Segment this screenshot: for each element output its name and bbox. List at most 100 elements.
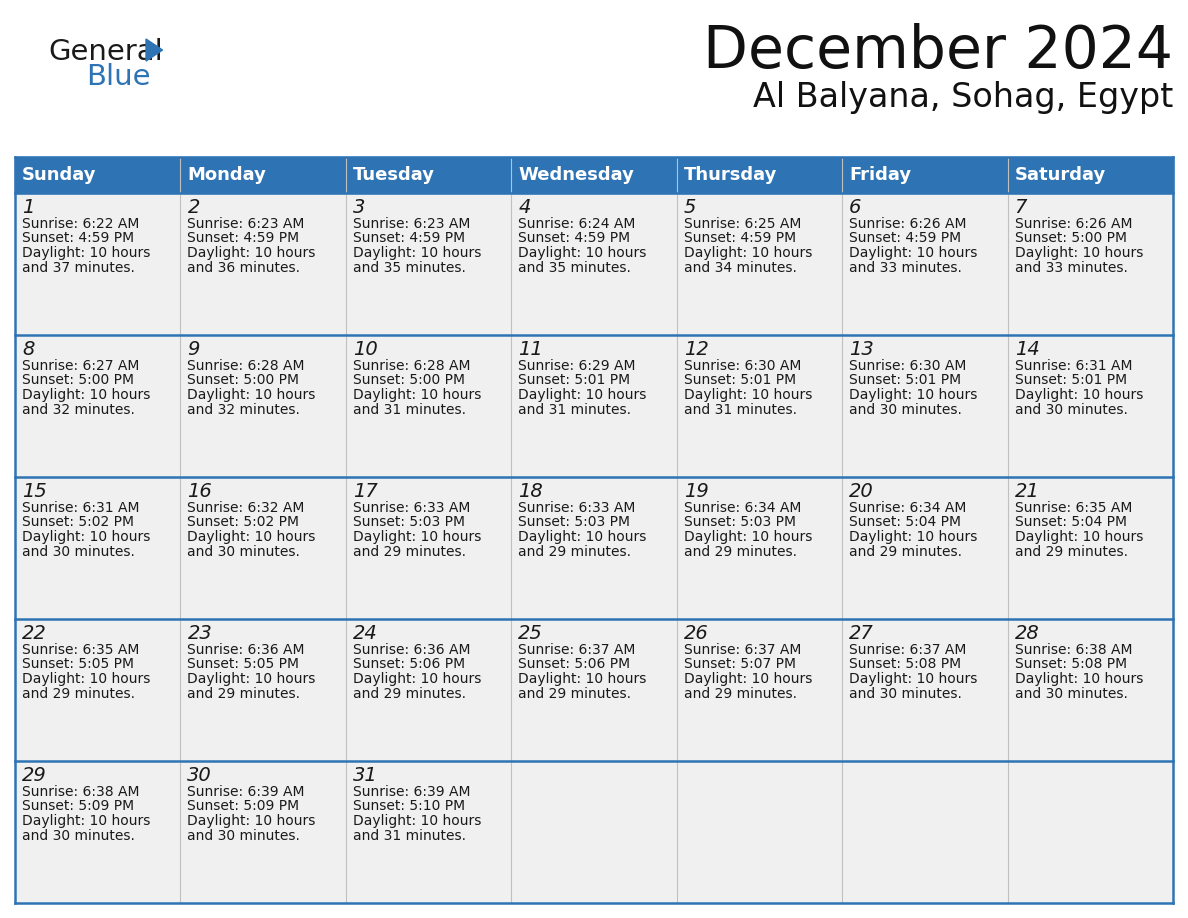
Text: Sunrise: 6:36 AM: Sunrise: 6:36 AM — [353, 643, 470, 657]
Text: Daylight: 10 hours: Daylight: 10 hours — [353, 814, 481, 828]
Text: 31: 31 — [353, 766, 378, 785]
Bar — [1007, 477, 1173, 619]
Text: Sunrise: 6:38 AM: Sunrise: 6:38 AM — [23, 785, 139, 799]
Text: Daylight: 10 hours: Daylight: 10 hours — [849, 672, 978, 686]
Text: Daylight: 10 hours: Daylight: 10 hours — [23, 246, 151, 260]
Text: Sunset: 5:01 PM: Sunset: 5:01 PM — [684, 374, 796, 387]
Text: Sunrise: 6:32 AM: Sunrise: 6:32 AM — [188, 501, 305, 515]
Bar — [15, 335, 181, 477]
Text: Blue: Blue — [86, 63, 151, 91]
Text: Daylight: 10 hours: Daylight: 10 hours — [353, 388, 481, 402]
Text: Daylight: 10 hours: Daylight: 10 hours — [23, 672, 151, 686]
Text: Daylight: 10 hours: Daylight: 10 hours — [23, 388, 151, 402]
Text: Sunrise: 6:28 AM: Sunrise: 6:28 AM — [353, 359, 470, 373]
Bar — [15, 477, 181, 619]
Text: and 29 minutes.: and 29 minutes. — [353, 687, 466, 700]
Text: Sunrise: 6:28 AM: Sunrise: 6:28 AM — [188, 359, 305, 373]
Text: and 30 minutes.: and 30 minutes. — [23, 544, 135, 558]
Text: General: General — [48, 38, 163, 66]
Bar — [181, 761, 346, 903]
Text: Sunrise: 6:34 AM: Sunrise: 6:34 AM — [849, 501, 967, 515]
Text: Sunrise: 6:24 AM: Sunrise: 6:24 AM — [518, 217, 636, 231]
Text: Sunset: 5:08 PM: Sunset: 5:08 PM — [1015, 657, 1126, 671]
Text: Sunset: 5:05 PM: Sunset: 5:05 PM — [23, 657, 134, 671]
Text: Sunset: 4:59 PM: Sunset: 4:59 PM — [849, 231, 961, 245]
Text: 22: 22 — [23, 624, 46, 643]
Bar — [842, 335, 1007, 477]
Text: Sunset: 4:59 PM: Sunset: 4:59 PM — [23, 231, 134, 245]
Text: Sunrise: 6:35 AM: Sunrise: 6:35 AM — [1015, 501, 1132, 515]
Bar — [677, 477, 842, 619]
Text: Sunrise: 6:30 AM: Sunrise: 6:30 AM — [849, 359, 967, 373]
Text: Sunrise: 6:26 AM: Sunrise: 6:26 AM — [1015, 217, 1132, 231]
Text: 6: 6 — [849, 198, 861, 217]
Bar — [511, 761, 677, 903]
Text: and 35 minutes.: and 35 minutes. — [518, 261, 631, 274]
Bar — [346, 193, 511, 335]
Bar — [15, 157, 1173, 193]
Text: 3: 3 — [353, 198, 365, 217]
Text: and 32 minutes.: and 32 minutes. — [23, 402, 135, 417]
Text: Sunrise: 6:26 AM: Sunrise: 6:26 AM — [849, 217, 967, 231]
Text: Sunset: 5:00 PM: Sunset: 5:00 PM — [1015, 231, 1126, 245]
Bar — [346, 761, 511, 903]
Text: Al Balyana, Sohag, Egypt: Al Balyana, Sohag, Egypt — [753, 81, 1173, 114]
Text: Daylight: 10 hours: Daylight: 10 hours — [849, 246, 978, 260]
Text: Sunset: 5:03 PM: Sunset: 5:03 PM — [684, 516, 796, 530]
Text: Daylight: 10 hours: Daylight: 10 hours — [1015, 246, 1143, 260]
Text: and 30 minutes.: and 30 minutes. — [188, 544, 301, 558]
Polygon shape — [146, 39, 163, 62]
Text: Sunset: 4:59 PM: Sunset: 4:59 PM — [684, 231, 796, 245]
Text: Sunrise: 6:29 AM: Sunrise: 6:29 AM — [518, 359, 636, 373]
Text: Daylight: 10 hours: Daylight: 10 hours — [353, 672, 481, 686]
Text: 20: 20 — [849, 482, 874, 501]
Text: Sunset: 5:03 PM: Sunset: 5:03 PM — [518, 516, 631, 530]
Text: and 37 minutes.: and 37 minutes. — [23, 261, 135, 274]
Text: Daylight: 10 hours: Daylight: 10 hours — [188, 246, 316, 260]
Text: and 30 minutes.: and 30 minutes. — [1015, 687, 1127, 700]
Text: Sunrise: 6:39 AM: Sunrise: 6:39 AM — [188, 785, 305, 799]
Text: Sunrise: 6:37 AM: Sunrise: 6:37 AM — [684, 643, 801, 657]
Text: Sunrise: 6:23 AM: Sunrise: 6:23 AM — [353, 217, 470, 231]
Text: Sunset: 5:04 PM: Sunset: 5:04 PM — [1015, 516, 1126, 530]
Text: Sunset: 5:05 PM: Sunset: 5:05 PM — [188, 657, 299, 671]
Bar — [15, 761, 181, 903]
Text: and 33 minutes.: and 33 minutes. — [1015, 261, 1127, 274]
Text: Daylight: 10 hours: Daylight: 10 hours — [188, 672, 316, 686]
Text: Sunset: 5:00 PM: Sunset: 5:00 PM — [353, 374, 465, 387]
Text: Sunset: 5:01 PM: Sunset: 5:01 PM — [849, 374, 961, 387]
Text: and 31 minutes.: and 31 minutes. — [353, 829, 466, 843]
Text: 5: 5 — [684, 198, 696, 217]
Text: and 31 minutes.: and 31 minutes. — [353, 402, 466, 417]
Text: and 29 minutes.: and 29 minutes. — [1015, 544, 1127, 558]
Text: Friday: Friday — [849, 166, 911, 184]
Text: Sunset: 5:01 PM: Sunset: 5:01 PM — [1015, 374, 1126, 387]
Bar — [842, 761, 1007, 903]
Bar — [842, 619, 1007, 761]
Text: 21: 21 — [1015, 482, 1040, 501]
Text: Sunrise: 6:31 AM: Sunrise: 6:31 AM — [23, 501, 139, 515]
Text: 26: 26 — [684, 624, 708, 643]
Text: Sunset: 5:01 PM: Sunset: 5:01 PM — [518, 374, 631, 387]
Text: Sunset: 5:06 PM: Sunset: 5:06 PM — [518, 657, 631, 671]
Text: Daylight: 10 hours: Daylight: 10 hours — [849, 530, 978, 544]
Text: and 29 minutes.: and 29 minutes. — [684, 687, 797, 700]
Text: and 29 minutes.: and 29 minutes. — [518, 687, 631, 700]
Bar — [1007, 761, 1173, 903]
Text: Tuesday: Tuesday — [353, 166, 435, 184]
Text: Sunset: 5:09 PM: Sunset: 5:09 PM — [188, 800, 299, 813]
Text: 4: 4 — [518, 198, 531, 217]
Text: Daylight: 10 hours: Daylight: 10 hours — [188, 530, 316, 544]
Bar — [181, 335, 346, 477]
Bar — [181, 619, 346, 761]
Text: and 30 minutes.: and 30 minutes. — [849, 687, 962, 700]
Text: and 30 minutes.: and 30 minutes. — [849, 402, 962, 417]
Text: 12: 12 — [684, 340, 708, 359]
Text: Sunrise: 6:25 AM: Sunrise: 6:25 AM — [684, 217, 801, 231]
Text: 13: 13 — [849, 340, 874, 359]
Text: Daylight: 10 hours: Daylight: 10 hours — [23, 530, 151, 544]
Text: and 30 minutes.: and 30 minutes. — [23, 829, 135, 843]
Text: 23: 23 — [188, 624, 213, 643]
Text: Daylight: 10 hours: Daylight: 10 hours — [188, 814, 316, 828]
Bar — [346, 477, 511, 619]
